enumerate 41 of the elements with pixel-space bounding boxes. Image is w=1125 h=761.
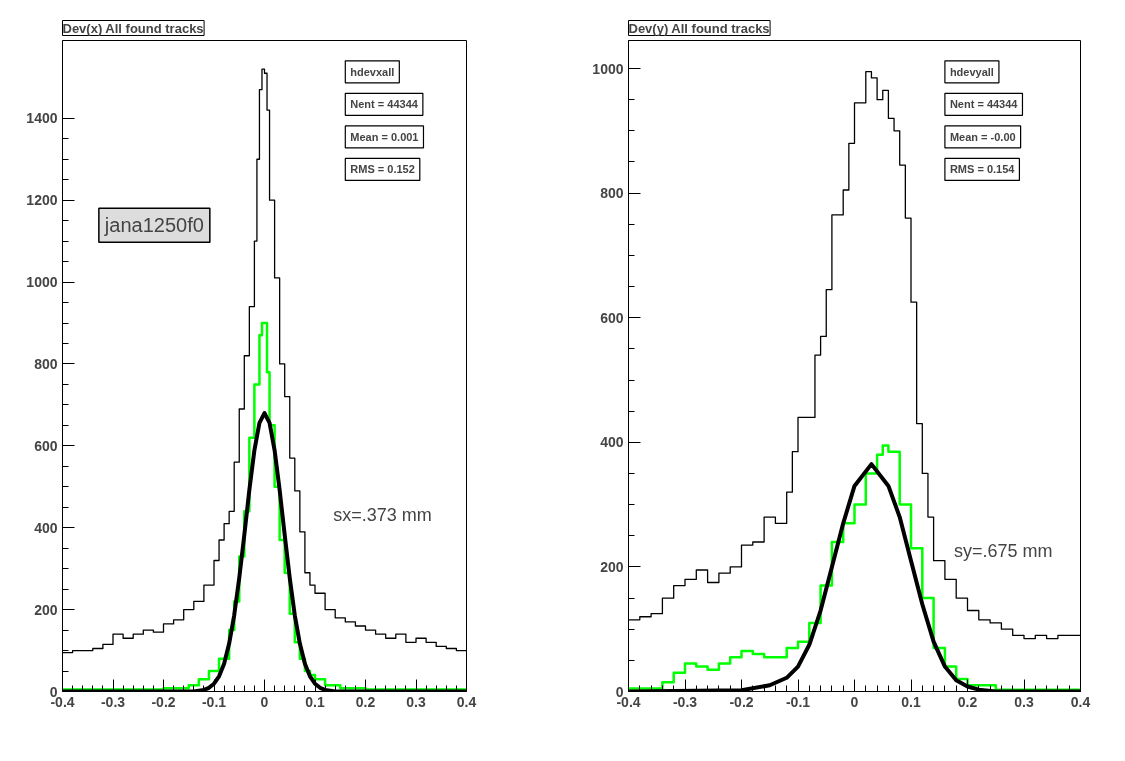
x-tick-label: 0.2 bbox=[957, 693, 978, 710]
x-tick-label: 0.3 bbox=[406, 693, 426, 710]
y-tick-label: 200 bbox=[34, 601, 58, 618]
x-tick-label: -0.3 bbox=[672, 693, 698, 710]
y-tick-label: 400 bbox=[600, 434, 624, 451]
x-tick-label: 0.1 bbox=[901, 693, 921, 710]
y-tick-label: 400 bbox=[34, 519, 58, 536]
annotation: Nent = 44344 bbox=[350, 98, 419, 111]
x-tick-label: -0.2 bbox=[729, 693, 754, 710]
x-tick-label: 0.4 bbox=[1070, 693, 1091, 710]
y-tick-label: 200 bbox=[600, 558, 624, 575]
chart-title: Dev(x) All found tracks bbox=[62, 20, 204, 36]
x-tick-label: 0.3 bbox=[1014, 693, 1034, 710]
y-tick-label: 800 bbox=[34, 355, 58, 372]
x-tick-label: -0.2 bbox=[151, 693, 176, 710]
annotation: Nent = 44344 bbox=[949, 98, 1019, 111]
annotation: RMS = 0.154 bbox=[949, 163, 1016, 176]
chart-title: Dev(y) All found tracks bbox=[628, 20, 770, 36]
x-tick-label: -0.3 bbox=[100, 693, 126, 710]
x-tick-label: 0.2 bbox=[355, 693, 376, 710]
y-tick-label: 800 bbox=[600, 185, 624, 202]
y-tick-label: 600 bbox=[600, 309, 624, 326]
annotation: jana1250f0 bbox=[103, 214, 204, 237]
x-tick-label: 0.1 bbox=[305, 693, 325, 710]
x-tick-label: -0.1 bbox=[201, 693, 227, 710]
annotation: hdevxall bbox=[350, 65, 395, 78]
y-tick-label: 1000 bbox=[592, 60, 624, 77]
annotation: Mean = 0.001 bbox=[350, 130, 419, 143]
y-tick-label: 1400 bbox=[26, 110, 58, 127]
annotation: sy=.675 mm bbox=[953, 541, 1053, 562]
annotation: Mean = -0.00 bbox=[949, 130, 1016, 143]
x-tick-label: 0 bbox=[260, 693, 269, 710]
x-tick-label: -0.1 bbox=[785, 693, 811, 710]
x-tick-label: 0.4 bbox=[456, 693, 477, 710]
y-tick-label: 600 bbox=[34, 437, 58, 454]
annotation: hdevyall bbox=[949, 65, 994, 78]
annotation: sx=.373 mm bbox=[333, 505, 432, 526]
annotation: RMS = 0.152 bbox=[350, 163, 415, 176]
x-tick-label: 0 bbox=[850, 693, 859, 710]
y-tick-label: 1200 bbox=[26, 192, 58, 209]
y-tick-label: 1000 bbox=[26, 274, 58, 291]
